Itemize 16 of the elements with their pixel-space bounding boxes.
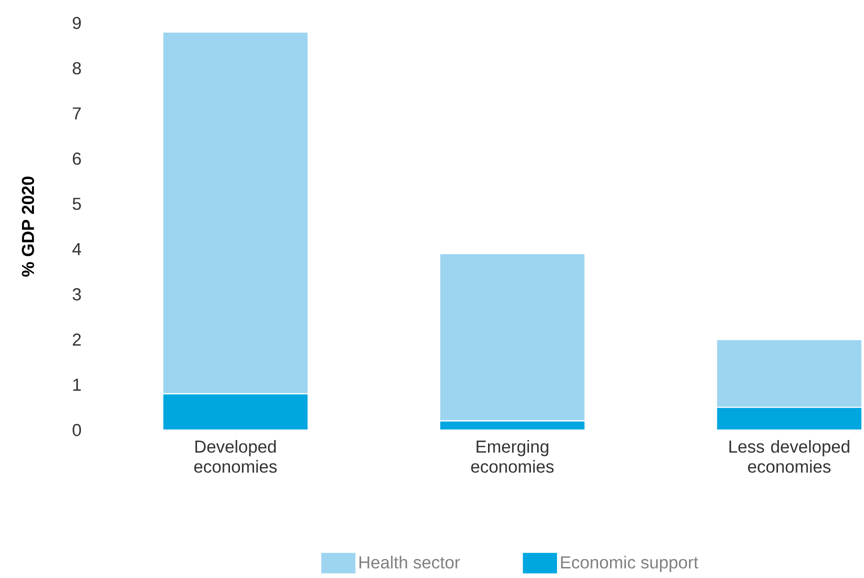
x-tick-label: Less developed economies [729, 440, 850, 473]
y-tick-label: 0 [72, 424, 81, 436]
legend-label: Economic support [561, 556, 698, 572]
y-tick-label: 7 [72, 107, 81, 120]
y-tick-label: 1 [73, 378, 81, 391]
y-tick-label: 6 [72, 152, 81, 165]
legend-label: Health sector [360, 556, 460, 569]
y-tick-label: 4 [72, 243, 82, 256]
x-tick-label: Emerging economies [471, 440, 554, 473]
y-tick-label: 8 [72, 62, 81, 74]
y-tick-label: 9 [72, 16, 81, 30]
x-tick-label: Developed economies [194, 440, 277, 473]
y-tick-label: 2 [72, 333, 81, 346]
y-tick-label: 3 [72, 288, 81, 300]
y-tick-label: 5 [72, 198, 81, 210]
y-axis-title: % GDP 2020 [22, 176, 34, 277]
